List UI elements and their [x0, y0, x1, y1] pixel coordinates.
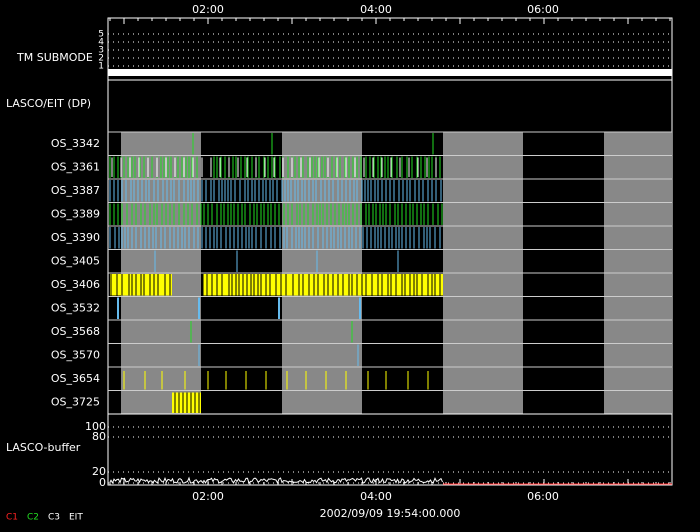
timestamp: 2002/09/09 19:54:00.000	[320, 507, 461, 520]
level-label: 3	[98, 46, 104, 56]
panel-label: LASCO/EIT (DP)	[6, 97, 91, 110]
row-label: OS_3361	[51, 160, 100, 173]
top-tick-label: 04:00	[360, 3, 392, 16]
legend-item: C1	[6, 513, 18, 523]
top-tick-label: 02:00	[192, 3, 224, 16]
level-label: 2	[98, 54, 104, 64]
legend-item: C3	[48, 513, 60, 523]
row-label: OS_3654	[51, 372, 100, 385]
event-block	[203, 274, 443, 296]
row-label: OS_3406	[51, 278, 100, 291]
row-label: OS_3342	[51, 137, 100, 150]
top-tick-label: 06:00	[527, 3, 559, 16]
row-label: OS_3570	[51, 348, 100, 361]
panel-label: TM SUBMODE	[16, 51, 93, 64]
legend-item: C2	[27, 513, 39, 523]
row-label: OS_3390	[51, 231, 100, 244]
level-label: 4	[98, 38, 104, 48]
bottom-tick-label: 04:00	[360, 490, 392, 503]
level-label: 80	[92, 430, 106, 443]
bottom-tick-label: 02:00	[192, 490, 224, 503]
row-label: OS_3725	[51, 395, 100, 408]
level-label: 100	[85, 420, 106, 433]
buffer-trace	[109, 476, 443, 485]
level-label: 5	[98, 30, 104, 40]
level-label: 1	[98, 62, 104, 72]
row-label: OS_3568	[51, 325, 100, 338]
row-label: OS_3405	[51, 254, 100, 267]
level-label: 20	[92, 465, 106, 478]
legend-item: EIT	[69, 513, 83, 523]
bottom-tick-label: 06:00	[527, 490, 559, 503]
row-label: OS_3532	[51, 301, 100, 314]
submode-bar	[108, 69, 672, 76]
level-label: 0	[99, 476, 106, 489]
panel-label: LASCO-buffer	[6, 441, 81, 454]
row-label: OS_3387	[51, 184, 100, 197]
row-label: OS_3389	[51, 207, 100, 220]
